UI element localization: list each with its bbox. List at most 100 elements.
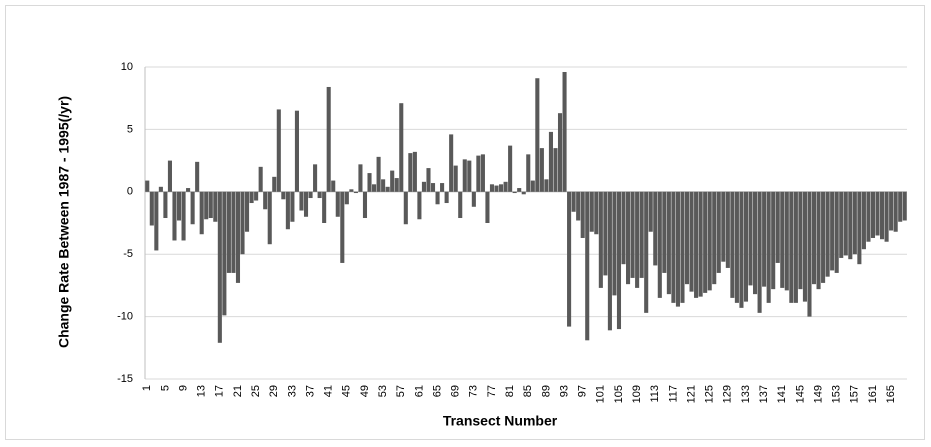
bar bbox=[671, 191, 676, 303]
bar bbox=[743, 191, 749, 302]
bar bbox=[485, 191, 490, 223]
bar bbox=[163, 191, 168, 219]
bar bbox=[707, 191, 712, 291]
bar bbox=[199, 191, 204, 235]
bar bbox=[757, 191, 762, 313]
bar bbox=[276, 109, 281, 192]
bar bbox=[898, 191, 903, 222]
bar bbox=[861, 191, 866, 250]
x-tick-label: 33 bbox=[286, 385, 298, 397]
x-axis-title: Transect Number bbox=[443, 413, 558, 429]
bar bbox=[362, 191, 368, 219]
bar bbox=[607, 191, 612, 331]
bar bbox=[889, 191, 894, 231]
bar bbox=[503, 181, 508, 192]
x-tick-label: 9 bbox=[177, 385, 189, 391]
bar bbox=[444, 191, 449, 204]
bar bbox=[476, 155, 481, 192]
x-tick-label: 101 bbox=[595, 385, 607, 403]
bar bbox=[680, 191, 685, 303]
bar bbox=[499, 184, 504, 192]
bar bbox=[793, 191, 798, 303]
bar bbox=[875, 191, 880, 236]
bar bbox=[186, 188, 191, 192]
bar bbox=[834, 191, 839, 273]
bar bbox=[721, 191, 726, 262]
bar bbox=[730, 191, 735, 298]
bar bbox=[893, 191, 898, 232]
bar bbox=[576, 191, 581, 221]
bar bbox=[544, 179, 549, 192]
bar bbox=[662, 191, 667, 273]
bar bbox=[408, 153, 413, 192]
bar bbox=[267, 191, 272, 245]
x-tick-label: 25 bbox=[250, 385, 262, 397]
bar bbox=[807, 191, 812, 317]
bar bbox=[694, 191, 699, 298]
bar bbox=[353, 191, 358, 194]
bar bbox=[725, 191, 730, 268]
bar bbox=[290, 191, 295, 222]
bar bbox=[635, 191, 640, 288]
bar bbox=[621, 191, 626, 265]
x-tick-label: 165 bbox=[885, 385, 897, 403]
bar bbox=[526, 154, 531, 192]
bar bbox=[802, 191, 807, 302]
y-tick-label: 0 bbox=[127, 186, 133, 198]
x-tick-label: 21 bbox=[232, 385, 244, 397]
bar bbox=[598, 191, 603, 288]
bar bbox=[857, 191, 862, 265]
x-tick-label: 157 bbox=[849, 385, 861, 403]
bar bbox=[285, 191, 290, 230]
bar bbox=[843, 191, 848, 256]
bar bbox=[653, 191, 658, 266]
bar bbox=[449, 134, 454, 192]
bar bbox=[272, 176, 277, 192]
bar bbox=[766, 191, 771, 303]
bar bbox=[158, 186, 163, 192]
x-tick-label: 65 bbox=[431, 385, 443, 397]
bar bbox=[317, 191, 322, 199]
bar bbox=[639, 191, 644, 278]
bar bbox=[322, 191, 327, 223]
x-tick-label: 41 bbox=[323, 385, 335, 397]
bar bbox=[585, 191, 590, 341]
bar bbox=[440, 183, 445, 192]
bar bbox=[739, 191, 744, 308]
bar bbox=[839, 191, 844, 258]
bar bbox=[589, 191, 594, 232]
x-tick-label: 13 bbox=[196, 385, 208, 397]
bar bbox=[530, 180, 535, 192]
bar bbox=[830, 191, 835, 271]
bar bbox=[145, 180, 150, 192]
x-tick-label: 149 bbox=[812, 385, 824, 403]
bar bbox=[249, 191, 254, 204]
x-tick-label: 125 bbox=[704, 385, 716, 403]
x-tick-label: 53 bbox=[377, 385, 389, 397]
bar bbox=[557, 113, 563, 192]
x-tick-label: 93 bbox=[558, 385, 570, 397]
x-tick-label: 29 bbox=[268, 385, 280, 397]
bar bbox=[689, 191, 694, 292]
bar bbox=[789, 191, 794, 303]
bar bbox=[798, 191, 803, 290]
bar bbox=[367, 173, 372, 192]
bar bbox=[308, 191, 313, 199]
bar bbox=[684, 191, 690, 285]
bar bbox=[594, 191, 599, 235]
bar bbox=[390, 170, 395, 192]
bar bbox=[181, 191, 186, 241]
bar bbox=[417, 191, 422, 220]
x-tick-label: 85 bbox=[522, 385, 534, 397]
bar bbox=[344, 191, 349, 205]
bar bbox=[453, 165, 458, 192]
bar bbox=[712, 191, 717, 285]
x-tick-label: 97 bbox=[577, 385, 589, 397]
bar bbox=[385, 186, 390, 192]
bar bbox=[567, 191, 572, 327]
bar bbox=[603, 191, 608, 276]
bar bbox=[372, 184, 377, 192]
x-tick-label: 37 bbox=[304, 385, 316, 397]
x-tick-label: 49 bbox=[359, 385, 371, 397]
bar bbox=[784, 191, 789, 291]
